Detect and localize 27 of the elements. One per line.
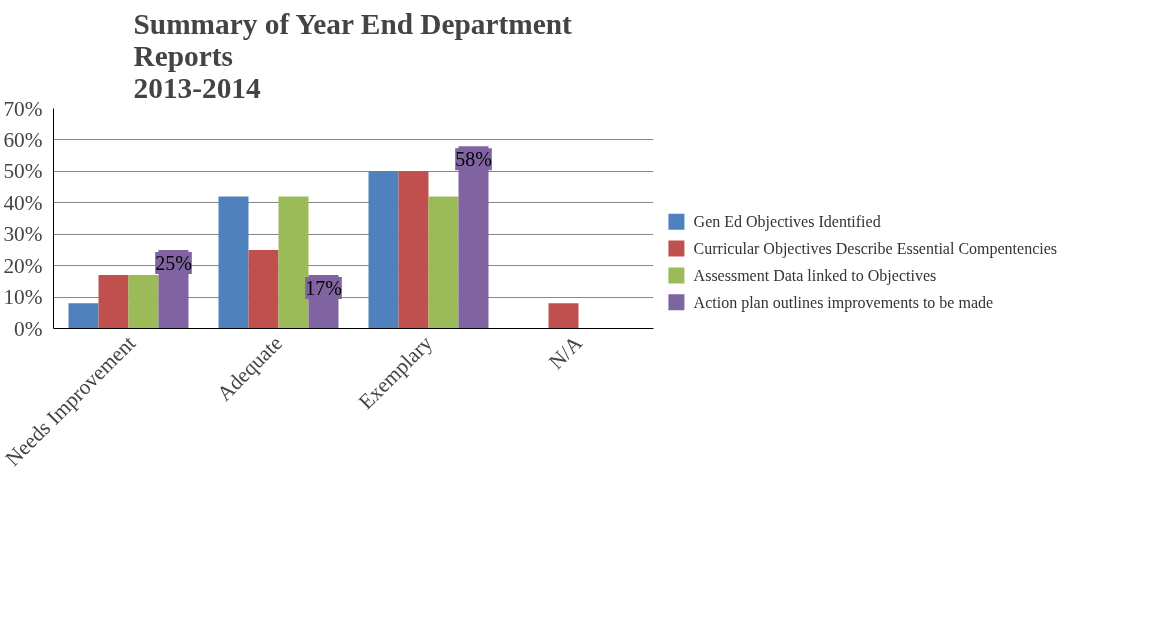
bar — [548, 303, 579, 329]
bar — [428, 196, 459, 329]
bar — [128, 275, 159, 329]
bar — [218, 196, 249, 329]
chart-title: Summary of Year End Department Reports 2013-2014 — [133, 7, 573, 104]
x-tick-label: N/A — [544, 330, 588, 374]
bar — [248, 249, 279, 329]
bar — [278, 196, 309, 329]
bar — [68, 303, 99, 329]
y-tick-label: 20% — [3, 253, 43, 278]
y-tick-label: 70% — [3, 96, 43, 121]
data-label: 58% — [455, 148, 492, 171]
y-tick-label: 50% — [3, 159, 43, 184]
data-label: 17% — [305, 277, 342, 300]
data-label: 25% — [155, 251, 192, 274]
legend-label: Action plan outlines improvements to be made — [693, 293, 994, 312]
legend-label: Curricular Objectives Describe Essential Compentencies — [693, 240, 1058, 259]
bar — [98, 275, 129, 329]
y-tick-label: 60% — [3, 127, 43, 152]
y-tick-label: 10% — [3, 285, 43, 310]
y-tick-label: 40% — [3, 190, 43, 215]
legend-label: Gen Ed Objectives Identified — [693, 213, 881, 232]
y-tick-label: 0% — [14, 316, 43, 341]
legend-label: Assessment Data linked to Objectives — [693, 266, 937, 285]
bar — [398, 171, 429, 329]
y-tick-label: 30% — [3, 222, 43, 247]
bar — [368, 171, 399, 329]
